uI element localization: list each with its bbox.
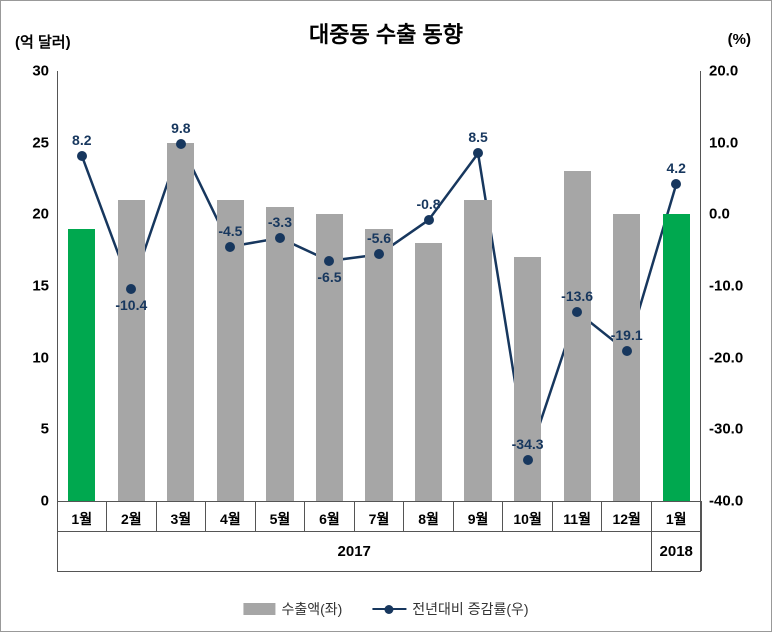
xaxis-separator [601, 501, 602, 531]
legend-label-bars: 수출액(좌) [281, 599, 342, 619]
chart-title: 대중동 수출 동향 [309, 17, 463, 49]
x-tick-label: 4월 [220, 509, 241, 529]
ytick-left: 20 [32, 206, 49, 223]
x-tick-label: 11월 [563, 509, 591, 529]
chart-container: 대중동 수출 동향 (억 달러) (%) 051015202530-40.0-3… [0, 0, 772, 632]
line-marker [622, 346, 632, 356]
x-tick-label: 2월 [121, 509, 142, 529]
ytick-right: 20.0 [709, 63, 738, 80]
ytick-left: 25 [32, 134, 49, 151]
ytick-right: -20.0 [709, 349, 743, 366]
legend-swatch-line [372, 608, 406, 610]
bar [663, 214, 690, 501]
line-marker [671, 179, 681, 189]
xaxis-separator [552, 501, 553, 531]
line-value-label: -5.6 [367, 230, 391, 246]
line-value-label: -4.5 [218, 223, 242, 239]
line-marker [473, 148, 483, 158]
xaxis-separator [651, 501, 652, 571]
line-value-label: -13.6 [561, 288, 593, 304]
legend-item-line: 전년대비 증감률(우) [372, 599, 528, 619]
line-value-label: 8.5 [468, 129, 487, 145]
ytick-left: 5 [41, 421, 49, 438]
ytick-right: -30.0 [709, 421, 743, 438]
legend-label-line: 전년대비 증감률(우) [412, 599, 528, 619]
ytick-left: 0 [41, 493, 49, 510]
year-label: 2018 [660, 543, 693, 560]
x-tick-label: 5월 [270, 509, 291, 529]
legend-item-bars: 수출액(좌) [243, 599, 342, 619]
bar [118, 200, 145, 501]
line-marker [225, 242, 235, 252]
y-axis-label-right: (%) [728, 31, 751, 48]
line-value-label: 8.2 [72, 132, 91, 148]
line-marker [424, 215, 434, 225]
ytick-left: 10 [32, 349, 49, 366]
ytick-right: -10.0 [709, 278, 743, 295]
bar [613, 214, 640, 501]
line-value-label: -34.3 [512, 436, 544, 452]
xaxis-separator [403, 501, 404, 531]
line-marker [523, 455, 533, 465]
x-tick-label: 3월 [171, 509, 192, 529]
line-marker [324, 256, 334, 266]
x-tick-label: 8월 [418, 509, 439, 529]
ytick-right: 10.0 [709, 134, 738, 151]
legend-swatch-bars [243, 603, 275, 615]
xaxis-separator [304, 501, 305, 531]
x-tick-label: 9월 [468, 509, 489, 529]
line-marker [126, 284, 136, 294]
line-value-label: -10.4 [115, 297, 147, 313]
ytick-right: -40.0 [709, 493, 743, 510]
ytick-right: 0.0 [709, 206, 730, 223]
xaxis-separator [354, 501, 355, 531]
year-label: 2017 [338, 543, 371, 560]
bar [365, 229, 392, 501]
bar [167, 143, 194, 501]
x-tick-label: 6월 [319, 509, 340, 529]
bar [564, 171, 591, 501]
plot-area: 051015202530-40.0-30.0-20.0-10.00.010.02… [57, 71, 701, 501]
line-value-label: -3.3 [268, 214, 292, 230]
y-axis-label-left: (억 달러) [15, 31, 71, 52]
xaxis-separator [453, 501, 454, 531]
line-marker [374, 249, 384, 259]
line-marker [275, 233, 285, 243]
bar [415, 243, 442, 501]
xaxis-separator [255, 501, 256, 531]
x-tick-label: 1월 [71, 509, 92, 529]
line-value-label: 9.8 [171, 120, 190, 136]
line-value-label: -6.5 [317, 269, 341, 285]
line-marker [572, 307, 582, 317]
x-tick-label: 1월 [666, 509, 687, 529]
bar [266, 207, 293, 501]
ytick-left: 15 [32, 278, 49, 295]
line-marker [176, 139, 186, 149]
x-tick-label: 10월 [513, 509, 541, 529]
bar [68, 229, 95, 501]
line-value-label: 4.2 [666, 160, 685, 176]
xaxis-separator [502, 501, 503, 531]
legend: 수출액(좌) 전년대비 증감률(우) [243, 599, 528, 619]
ytick-left: 30 [32, 63, 49, 80]
xaxis-separator [106, 501, 107, 531]
x-tick-label: 7월 [369, 509, 390, 529]
x-tick-label: 12월 [612, 509, 640, 529]
xaxis-separator [205, 501, 206, 531]
line-value-label: -19.1 [611, 327, 643, 343]
x-axis-line [57, 501, 701, 502]
xaxis-separator [156, 501, 157, 531]
line-value-label: -0.8 [416, 196, 440, 212]
bar [464, 200, 491, 501]
line-marker [77, 151, 87, 161]
